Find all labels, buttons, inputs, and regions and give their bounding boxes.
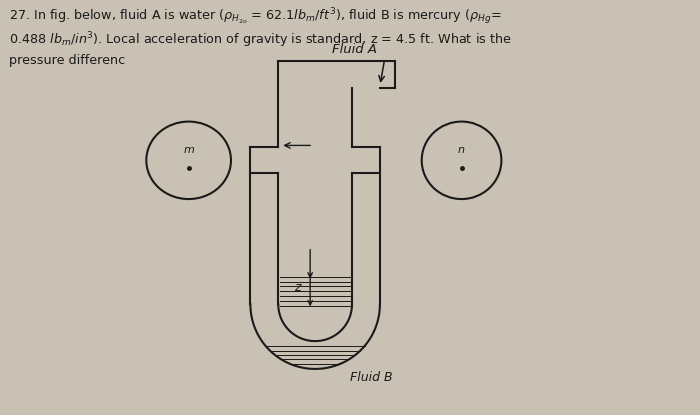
Text: 0.488 $lb_m/in^3$). Local acceleration of gravity is standard, z = 4.5 ft. What : 0.488 $lb_m/in^3$). Local acceleration o…: [9, 30, 512, 50]
Text: n: n: [458, 145, 465, 155]
Text: 27. In fig. below, fluid A is water ($\rho_{H_{2o}}$ = 62.1$lb_m/ft^3$), fluid B: 27. In fig. below, fluid A is water ($\r…: [9, 6, 502, 27]
Ellipse shape: [421, 122, 501, 199]
Ellipse shape: [146, 122, 231, 199]
Text: Fluid B: Fluid B: [350, 371, 393, 384]
Text: Fluid A: Fluid A: [332, 43, 377, 56]
Text: pressure differenc: pressure differenc: [9, 54, 125, 67]
Text: m: m: [183, 145, 194, 155]
Text: z: z: [294, 281, 300, 295]
